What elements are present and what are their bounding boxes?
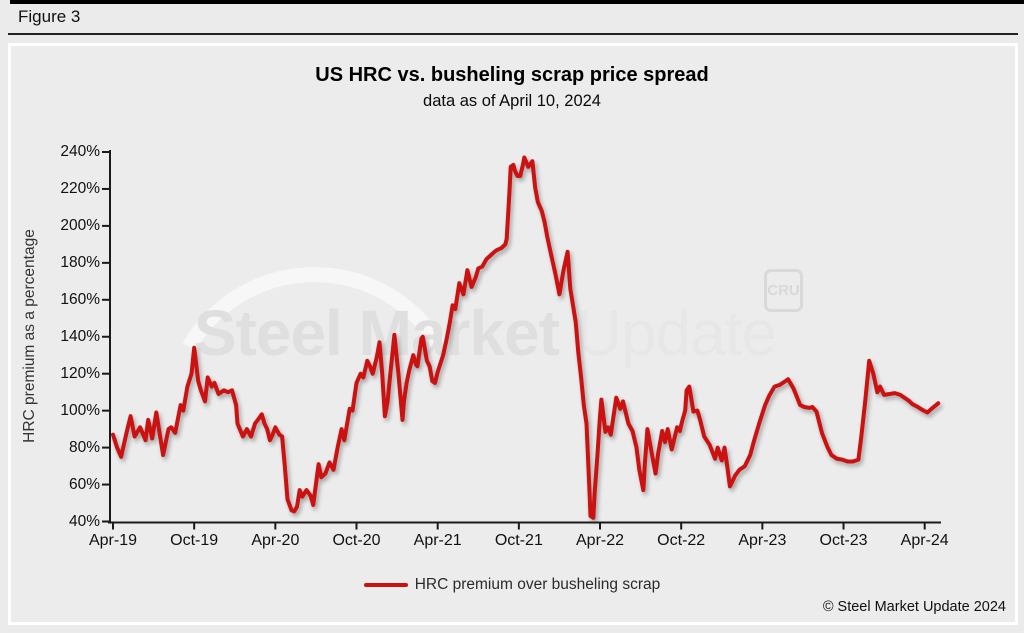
copyright-text: © Steel Market Update 2024 bbox=[822, 599, 1006, 615]
legend-label: HRC premium over busheling scrap bbox=[414, 576, 661, 593]
x-tick-label: Oct-19 bbox=[170, 532, 219, 549]
header-divider bbox=[8, 33, 1018, 35]
y-tick-label: 200% bbox=[60, 216, 100, 234]
y-tick-label: 120% bbox=[60, 364, 100, 382]
watermark-arc-icon bbox=[182, 267, 447, 351]
y-tick-label: 40% bbox=[68, 512, 100, 530]
y-tick-label: 240% bbox=[60, 143, 100, 160]
y-tick-label: 60% bbox=[68, 475, 100, 493]
y-tick-label: 80% bbox=[68, 438, 100, 456]
top-accent-bar bbox=[10, 0, 1024, 4]
x-tick-label: Apr-19 bbox=[88, 532, 138, 549]
y-axis-title: HRC premium as a percentage bbox=[21, 229, 38, 443]
chart-panel bbox=[8, 43, 1018, 625]
axis-ticks bbox=[102, 151, 926, 530]
x-tick-label: Apr-20 bbox=[251, 532, 300, 549]
y-tick-label: 180% bbox=[60, 253, 100, 271]
y-tick-label: 100% bbox=[60, 401, 100, 419]
legend: HRC premium over busheling scrap bbox=[0, 576, 1024, 594]
x-tick-label: Apr-24 bbox=[900, 532, 949, 549]
y-tick-label: 140% bbox=[60, 327, 100, 345]
x-tick-label: Apr-23 bbox=[738, 532, 787, 549]
hrc-premium-line bbox=[111, 155, 941, 520]
y-tick-label: 220% bbox=[60, 179, 100, 197]
y-tick-label: 160% bbox=[60, 290, 100, 308]
x-tick-label: Oct-23 bbox=[819, 532, 868, 549]
figure-label: Figure 3 bbox=[18, 7, 81, 26]
x-tick-label: Oct-22 bbox=[657, 532, 706, 549]
x-tick-label: Oct-21 bbox=[494, 532, 543, 549]
x-tick-label: Oct-20 bbox=[332, 532, 381, 549]
legend-line-swatch bbox=[363, 583, 408, 587]
x-tick-label: Apr-21 bbox=[413, 532, 462, 549]
chart-subtitle: data as of April 10, 2024 bbox=[423, 92, 601, 110]
x-tick-label: Apr-22 bbox=[576, 532, 625, 549]
chart-title: US HRC vs. busheling scrap price spread bbox=[315, 64, 709, 86]
